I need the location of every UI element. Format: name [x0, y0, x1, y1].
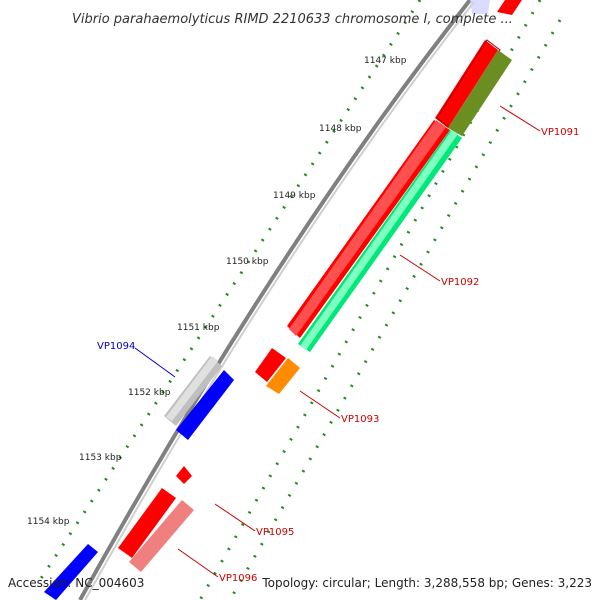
leader-vp1095 — [214, 503, 256, 532]
feature-vp1092-red[interactable] — [287, 120, 450, 338]
feature-vp1095-red[interactable] — [118, 488, 176, 558]
feature-vp1093-red[interactable] — [255, 348, 286, 382]
feature-vp1095-red-small[interactable] — [176, 466, 192, 484]
leader-vp1096 — [177, 548, 219, 578]
feature-vp1096-pink[interactable] — [129, 500, 194, 572]
gene-label-vp1092[interactable]: VP1092 — [441, 277, 479, 288]
kbp-label-1150: 1150 kbp — [226, 257, 269, 267]
genome-summary-text: Topology: circular; Length: 3,288,558 bp… — [262, 576, 592, 590]
kbp-label-1151: 1151 kbp — [177, 323, 220, 333]
leader-vp1092 — [399, 254, 441, 282]
kbp-label-1149: 1149 kbp — [273, 191, 316, 201]
leader-vp1094 — [134, 347, 176, 378]
feature-vp1092-green[interactable] — [298, 130, 462, 352]
outer-dot-ruler — [198, 0, 542, 600]
kbp-label-1152: 1152 kbp — [128, 388, 171, 398]
feature-vp1094-blue[interactable] — [176, 370, 234, 440]
feature-vp1093-orange[interactable] — [266, 358, 300, 394]
feature-faint-top — [470, 0, 490, 14]
backbone-arc — [78, 0, 472, 600]
gene-label-vp1091[interactable]: VP1091 — [541, 127, 579, 138]
accession-text: Accession: NC_004603 — [8, 576, 145, 590]
gene-label-vp1093[interactable]: VP1093 — [341, 414, 379, 425]
feature-vp1091-olive[interactable] — [448, 50, 512, 136]
leader-vp1093 — [299, 390, 341, 419]
kbp-label-1154: 1154 kbp — [27, 517, 70, 527]
left-dot-ruler — [38, 0, 422, 581]
map-title: Vibrio parahaemolyticus RIMD 2210633 chr… — [72, 12, 513, 27]
gene-label-vp1096[interactable]: VP1096 — [219, 573, 257, 584]
feature-vp1094-gray[interactable] — [164, 356, 222, 426]
gene-label-vp1095[interactable]: VP1095 — [256, 527, 294, 538]
kbp-label-1148: 1148 kbp — [319, 124, 362, 134]
leader-vp1091 — [499, 105, 541, 132]
gene-label-vp1094[interactable]: VP1094 — [97, 341, 135, 352]
kbp-label-1147: 1147 kbp — [364, 56, 407, 66]
kbp-label-1153: 1153 kbp — [79, 453, 122, 463]
feature-blue-bottom[interactable] — [44, 544, 98, 600]
feature-vp1091-top[interactable] — [497, 0, 522, 15]
backbone-arc-shadow — [83, 1, 475, 600]
